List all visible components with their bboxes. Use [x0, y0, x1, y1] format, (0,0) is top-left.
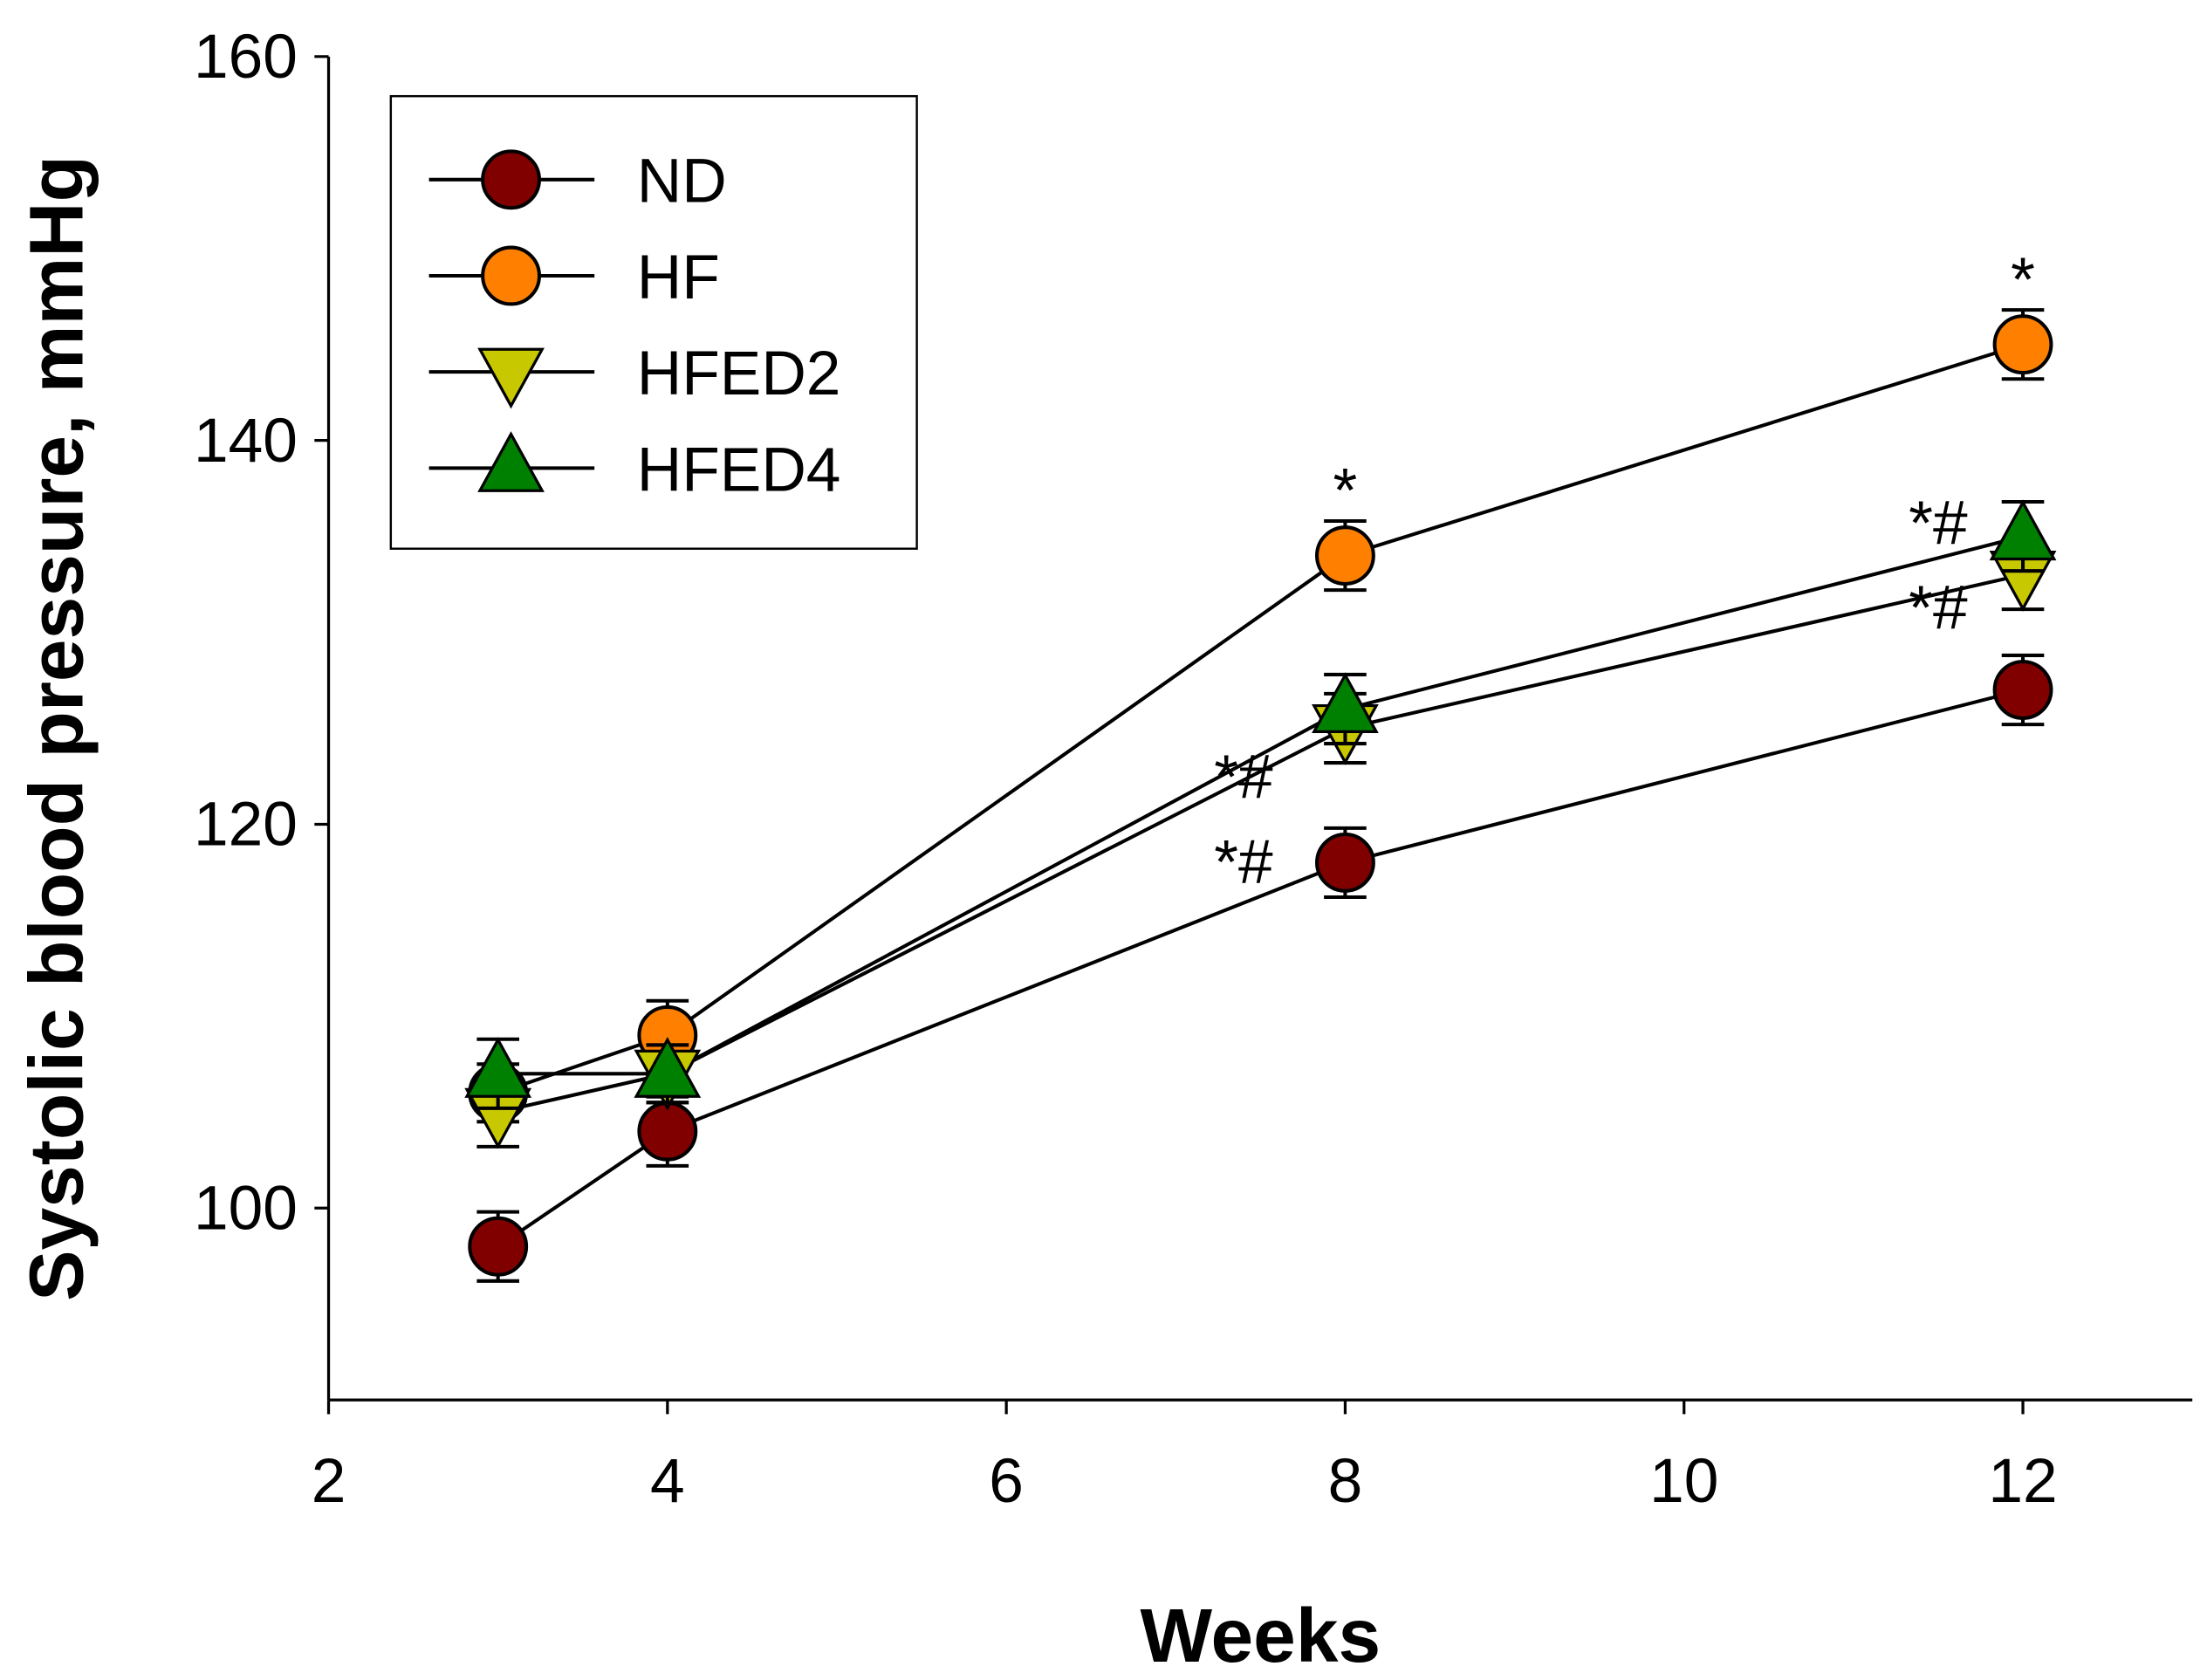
x-tick-label: 10 [1649, 1446, 1718, 1516]
significance-annotation: *# [1909, 488, 1968, 558]
legend-marker [477, 431, 545, 492]
data-point [634, 1037, 702, 1098]
legend-entry-hfed2: HFED2 [428, 339, 841, 409]
significance-annotation: *# [1214, 743, 1273, 813]
series-line [497, 688, 2024, 1248]
legend-entry-nd: ND [428, 147, 727, 216]
legend-box [389, 94, 918, 550]
legend: ND HF HFED2 HFED4 [389, 94, 918, 550]
data-point [468, 1216, 529, 1277]
significance-annotation: * [2011, 244, 2035, 314]
x-tick-label: 8 [1328, 1446, 1363, 1516]
significance-annotation: * [1333, 456, 1358, 525]
data-point [464, 1037, 532, 1098]
x-tick-label: 2 [312, 1446, 346, 1516]
y-tick-label: 120 [194, 790, 298, 860]
legend-label: ND [637, 147, 727, 216]
legend-entry-hf: HF [428, 243, 720, 312]
data-point [1312, 672, 1379, 734]
legend-marker [481, 149, 541, 210]
x-axis-label: Weeks [1141, 1593, 1381, 1678]
significance-annotation: *# [1909, 573, 1968, 642]
series-hfed4 [497, 534, 2024, 1076]
legend-label: HFED2 [637, 339, 841, 408]
legend-label: HFED4 [637, 435, 841, 504]
series-markers-hfed4 [464, 499, 2057, 1110]
significance-annotation: *# [1214, 827, 1273, 897]
marks: * * *# *# *# *# [464, 244, 2057, 1283]
legend-label: HF [637, 243, 720, 312]
x-tick-label: 6 [989, 1446, 1024, 1516]
axes: 2 4 6 8 10 12 100 120 140 160 [194, 22, 2193, 1516]
series-nd [497, 688, 2024, 1248]
series-hf [497, 342, 2024, 1095]
x-tick-label: 4 [650, 1446, 685, 1516]
series-line [497, 573, 2024, 1114]
series-line [497, 534, 2024, 1076]
data-point [1315, 525, 1375, 586]
x-tick-label: 12 [1988, 1446, 2057, 1516]
legend-entry-hfed4: HFED4 [428, 431, 841, 504]
legend-marker [477, 347, 545, 409]
y-tick-label: 140 [194, 406, 298, 476]
series-markers-nd [468, 653, 2053, 1283]
data-point [1992, 660, 2053, 720]
legend-marker [481, 245, 541, 306]
data-point [1989, 499, 2057, 561]
y-tick-label: 100 [194, 1174, 298, 1244]
data-point [1315, 832, 1375, 893]
y-tick-label: 160 [194, 22, 298, 92]
y-axis-label: Systolic blood pressure, mmHg [14, 155, 99, 1301]
data-point [1992, 314, 2053, 375]
data-point [637, 1101, 698, 1162]
series-line [497, 342, 2024, 1095]
series-hfed2 [497, 573, 2024, 1114]
